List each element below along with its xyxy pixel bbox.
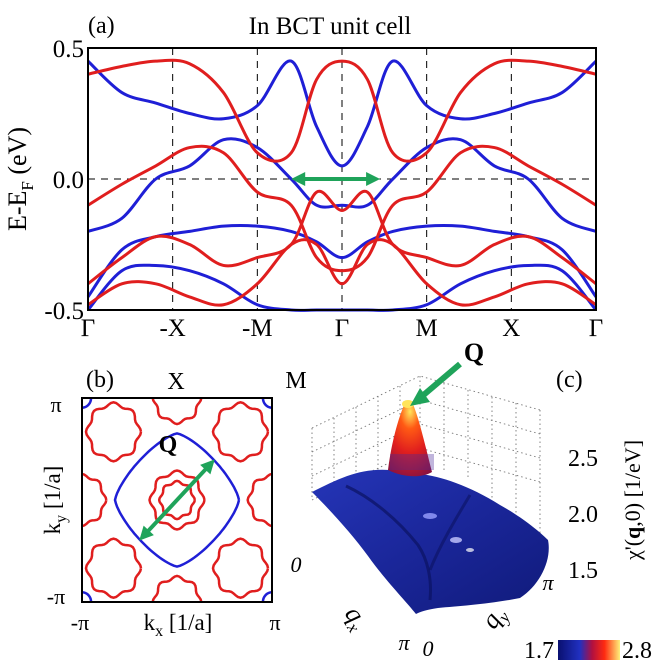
nesting-arrow-head-right [366,172,381,186]
panel-c-qy-label: qy [475,600,514,636]
colorbar: 1.7 2.8 [524,638,652,664]
y-tick-label: -0.5 [44,298,84,325]
panel-c-q-label: Q [464,338,484,367]
band-line-6 [87,144,597,273]
q-arrow-shaft [145,466,209,534]
panel-b-x-point-label: X [167,369,184,395]
y-tick-label: 0.0 [53,167,84,194]
susceptibility-panel: (c) [291,338,653,664]
x-tick-label: -M [242,315,273,342]
band-line-3 [86,224,598,298]
x-tick-label: M [416,315,438,342]
panel-a-title: In BCT unit cell [249,13,412,40]
x-tick-label: Γ [335,315,349,342]
colorbar-min-label: 1.7 [524,638,554,664]
band-line-5 [87,58,597,163]
panel-c-qx-tick-pi: π [398,630,410,655]
band-line-7 [87,189,597,285]
x-tick-labels: Γ -X -M Γ M X Γ [81,315,603,342]
panel-b-xlabel: kx [1/a] [144,610,213,640]
peak-arrow [410,361,462,406]
fermi-pocket-6 [211,537,270,599]
q-arrow-head-end [200,459,215,475]
band-lines [86,58,598,312]
y-tick-label: 0.5 [53,36,84,63]
x-tick-label: X [502,315,520,342]
panel-c-label: (c) [556,367,583,393]
fermi-pocket-8 [151,574,203,602]
panel-c-qx-label: qx [336,600,375,636]
panel-c-ztick-mid: 2.0 [568,502,598,528]
susceptibility-surface [312,400,549,614]
panel-c-ztick-low: 1.5 [568,558,598,584]
q-vector-arrow [139,459,215,541]
band-line-8 [87,238,597,307]
fermi-pocket-2 [157,479,197,521]
colorbar-max-label: 2.8 [622,638,652,664]
fermi-pocket-4 [211,401,270,463]
x-tick-label: Γ [589,315,603,342]
panel-a-frame [87,47,597,311]
nesting-arrow-head-left [291,172,306,186]
fermi-pocket-7 [151,398,203,426]
panel-c-ztick-high: 2.5 [568,446,598,472]
panel-c-qy-tick-pi: π [542,570,554,595]
panel-b-frame [81,397,273,603]
panel-a-label: (a) [88,13,115,39]
x-tick-label: -X [159,315,185,342]
panel-b-xtick-right: π [269,610,280,635]
panel-b-m-point-label: M [285,368,306,394]
fermi-pocket-10 [82,472,108,528]
fermi-surface-panel: (b) X M Q π -π -π π kx [1/a] ky [1/a] [40,367,307,640]
nesting-arrow [291,172,381,186]
panel-b-ytick-top: π [50,392,61,417]
panel-b-label: (b) [86,367,114,393]
band-line-1 [86,59,598,168]
fermi-sheet-diamond [113,432,241,568]
peak-highlight [402,400,414,408]
panel-c-qx-tick-0: 0 [291,552,302,577]
panel-c-qy-tick-0: 0 [423,636,434,661]
fermi-pocket-1 [148,469,206,531]
x-tick-label: Γ [81,315,95,342]
panel-b-q-label: Q [159,432,178,458]
panel-b-ylabel: ky [1/a] [40,466,70,535]
fermi-pocket-5 [84,537,143,599]
panel-b-ytick-bottom: -π [47,584,65,609]
fermi-pocket-9 [246,472,272,528]
panel-c-zlabel: χ'(q,0) [1/eV] [620,440,645,561]
y-tick-labels: 0.5 0.0 -0.5 [44,36,84,325]
band-line-2 [87,137,597,233]
q-arrow-head-start [139,525,154,541]
colorbar-gradient [558,640,620,660]
panel-a-ylabel: E-EF (eV) [3,127,37,231]
panel-b-xtick-left: -π [71,610,89,635]
band-structure-panel: (a) In BCT unit cell 0.5 0.0 -0.5 Γ -X -M Γ M X… [3,13,603,342]
fermi-pocket-3 [84,401,143,463]
